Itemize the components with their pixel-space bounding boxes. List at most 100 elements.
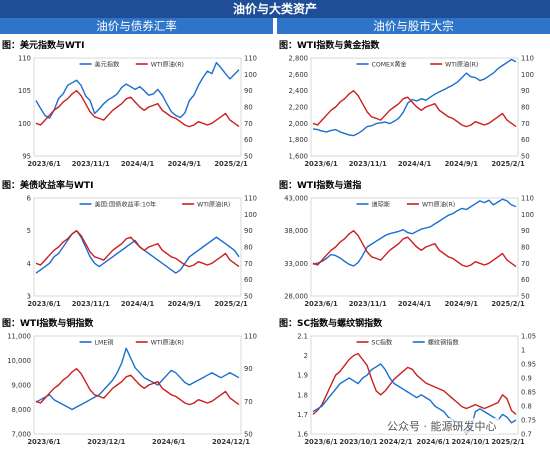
x-tick-label: 2025/2/1 (491, 160, 525, 168)
chart-panel-usd-wti: 图：美元指数与WTI 95 100 105 110 50 60 70 80 90 100 110 20… (0, 38, 271, 174)
y-right-tick-label: 80 (521, 244, 530, 252)
y-left-tick-label: 3 (27, 293, 31, 301)
y-left-tick-label: 105 (18, 87, 31, 95)
series-line-left (312, 198, 517, 267)
y-left-tick-label: 2 (304, 352, 308, 360)
y-right-tick-label: 90 (244, 227, 253, 235)
series-line-right (312, 230, 517, 268)
chart-title: 图：美债收益率与WTI (2, 181, 94, 191)
chart-svg: 1,600 1,800 2,000 2,200 2,400 2,600 2,800 50 60 7… (289, 55, 534, 169)
y-left-tick-label: 2.1 (297, 333, 308, 341)
series-line-right (312, 363, 517, 435)
y-left-tick-label: 2,800 (289, 55, 308, 63)
y-left-tick-label: 1,800 (289, 136, 308, 144)
y-right-tick-label: 1.05 (521, 333, 536, 341)
x-tick-label: 2023/6/1 (27, 160, 61, 168)
y-left-tick-label: 1.6 (297, 431, 308, 439)
y-right-tick-label: 50 (244, 153, 253, 161)
y-left-tick-label: 6 (27, 195, 31, 203)
legend-label: WTI原油(R) (151, 60, 184, 68)
x-tick-label: 2024/9/1 (445, 160, 479, 168)
y-left-tick-label: 2,600 (289, 71, 308, 79)
series-line-left (35, 347, 240, 411)
plot-frame (33, 335, 242, 435)
y-left-tick-label: 2,400 (289, 87, 308, 95)
x-tick-label: 2023/10/1 (339, 438, 377, 446)
x-tick-label: 2023/6/1 (304, 438, 338, 446)
y-right-tick-label: 1 (521, 347, 525, 355)
y-left-tick-label: 9,000 (12, 382, 31, 390)
y-right-tick-label: 60 (244, 136, 253, 144)
chart-panel-wti-gold: 图：WTI指数与黄金指数 1,600 1,800 2,000 2,200 2,400 2,… (277, 38, 548, 174)
x-tick-label: 2024/4/1 (398, 300, 432, 308)
y-right-tick-label: 0.7 (521, 431, 532, 439)
chart-svg: 1.6 1.7 1.8 1.9 2 2.1 0.7 0.75 0.8 0.85 0.9 0.95 1 1.… (297, 333, 536, 447)
y-right-tick-label: 70 (244, 120, 253, 128)
x-tick-label: 2024/4/1 (121, 160, 155, 168)
series-line-right (312, 90, 517, 128)
series-line-left (312, 58, 517, 137)
y-left-tick-label: 38,000 (284, 227, 308, 235)
y-left-tick-label: 1.9 (297, 372, 308, 380)
y-left-tick-label: 2,000 (289, 120, 308, 128)
y-left-tick-label: 1,600 (289, 153, 308, 161)
y-right-tick-label: 70 (521, 120, 530, 128)
y-right-tick-label: 0.75 (521, 417, 536, 425)
y-right-tick-label: 50 (244, 293, 253, 301)
y-right-tick-label: 100 (521, 211, 534, 219)
legend-label: 美元指数 (95, 60, 121, 68)
y-left-tick-label: 33,000 (284, 260, 308, 268)
x-tick-label: 2023/11/1 (72, 160, 110, 168)
x-tick-label: 2023/11/1 (349, 160, 387, 168)
y-right-tick-label: 80 (521, 104, 530, 112)
plot-frame (310, 335, 519, 435)
y-right-tick-label: 100 (244, 211, 257, 219)
y-right-tick-label: 110 (244, 55, 257, 63)
x-tick-label: 2024/6/1 (417, 438, 451, 446)
series-line-left (35, 230, 240, 274)
x-tick-label: 2024/9/1 (168, 300, 202, 308)
series-line-left (312, 352, 517, 415)
y-right-tick-label: 90 (244, 365, 253, 373)
x-tick-label: 2025/2/1 (491, 300, 525, 308)
y-right-tick-label: 70 (244, 260, 253, 268)
y-right-tick-label: 110 (244, 195, 257, 203)
chart-title: 图：WTI指数与道指 (279, 181, 362, 191)
y-right-tick-label: 110 (521, 55, 534, 63)
legend-label: 道琼斯 (372, 200, 391, 208)
y-right-tick-label: 50 (244, 431, 253, 439)
chart-panel-wti-dow: 图：WTI指数与道指 28,000 33,000 38,000 43,000 50 60 7… (277, 178, 548, 314)
x-tick-label: 2023/6/1 (304, 300, 338, 308)
x-tick-label: 2023/6/1 (27, 438, 61, 446)
y-left-tick-label: 8,000 (12, 406, 31, 414)
chart-svg: 3 4 5 6 50 60 70 80 90 100 110 2023/6/1 2023/11/1 202… (27, 195, 257, 309)
chart-title: 图：SC指数与螺纹钢指数 (279, 319, 383, 329)
chart-title: 图：WTI指数与黄金指数 (279, 41, 380, 51)
series-line-right (35, 368, 240, 406)
series-line-right (35, 90, 240, 128)
legend-label: 螺纹钢指数 (428, 338, 460, 346)
x-tick-label: 2023/12/1 (87, 438, 125, 446)
y-right-tick-label: 0.95 (521, 361, 536, 369)
page-title: 油价与大类资产 (0, 0, 550, 18)
y-right-tick-label: 0.85 (521, 389, 536, 397)
x-tick-label: 2024/9/1 (445, 300, 479, 308)
chart-svg: 95 100 105 110 50 60 70 80 90 100 110 2023/6/1 2023/… (18, 55, 257, 169)
y-right-tick-label: 80 (244, 244, 253, 252)
x-tick-label: 2024/12/1 (212, 438, 250, 446)
chart-panel-sc-rebar: 图：SC指数与螺纹钢指数 1.6 1.7 1.8 1.9 2 2.1 0.7 0.75 0.8 0… (277, 316, 548, 452)
y-right-tick-label: 100 (521, 71, 534, 79)
x-tick-label: 2024/6/1 (152, 438, 186, 446)
section-header-left: 油价与债券汇率 (0, 18, 273, 34)
y-right-tick-label: 60 (244, 276, 253, 284)
y-left-tick-label: 10,000 (7, 357, 31, 365)
y-right-tick-label: 110 (521, 195, 534, 203)
legend-label: LME铜 (95, 338, 114, 346)
chart-title: 图：美元指数与WTI (2, 41, 85, 51)
plot-frame (33, 57, 242, 157)
x-tick-label: 2025/2/1 (491, 438, 525, 446)
y-right-tick-label: 60 (521, 136, 530, 144)
y-left-tick-label: 2,200 (289, 104, 308, 112)
watermark-text: 公众号 · 能源研发中心 (385, 418, 499, 434)
x-tick-label: 2023/11/1 (349, 300, 387, 308)
